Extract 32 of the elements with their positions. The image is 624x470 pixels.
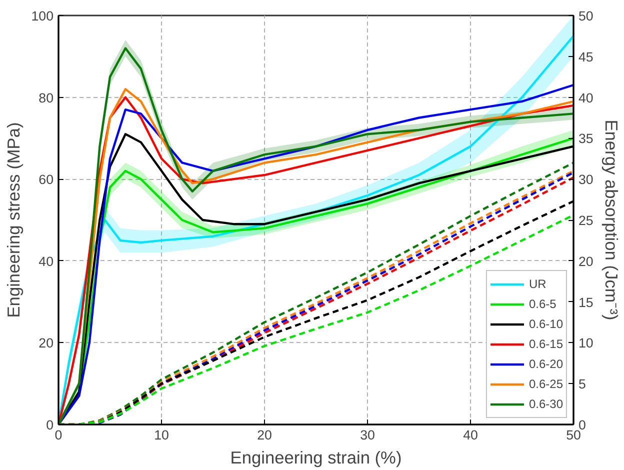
y-axis-title: Engineering stress (MPa) <box>3 122 24 318</box>
y2-tick-label: 35 <box>578 131 594 146</box>
y2-tick-label: 20 <box>578 254 594 269</box>
y2-tick-label: 40 <box>578 90 594 106</box>
y2-tick-label: 0 <box>578 418 586 432</box>
y2-tick-label: 45 <box>578 49 594 64</box>
y2-tick-label: 30 <box>578 172 594 188</box>
legend-label: 0.6-30 <box>528 397 563 411</box>
y-tick-label: 20 <box>38 336 54 351</box>
y2-tick-label: 10 <box>578 336 594 351</box>
x-axis-title: Engineering strain (%) <box>230 448 402 468</box>
x-tick-label: 20 <box>257 428 272 442</box>
y-tick-label: 80 <box>38 90 54 106</box>
legend-label: 0.6-20 <box>528 357 563 371</box>
x-tick-label: 10 <box>154 428 169 442</box>
legend-label: 0.6-10 <box>528 317 563 331</box>
y2-axis-title: Energy absorption (Jcm⁻³) <box>601 120 622 320</box>
y2-tick-label: 15 <box>578 294 594 310</box>
legend-label: UR <box>528 277 548 291</box>
legend-label: 0.6-25 <box>528 377 563 391</box>
legend-label: 0.6-5 <box>528 297 556 311</box>
legend-label: 0.6-15 <box>528 337 563 351</box>
x-tick-label: 30 <box>360 428 375 442</box>
y-tick-label: 0 <box>46 418 54 432</box>
y-tick-label: 40 <box>38 254 54 269</box>
y-tick-label: 100 <box>31 8 54 24</box>
y2-tick-label: 50 <box>578 8 594 24</box>
y2-tick-label: 25 <box>578 213 594 228</box>
y2-tick-label: 5 <box>578 376 586 392</box>
x-tick-label: 40 <box>463 428 478 442</box>
x-tick-label: 50 <box>566 428 581 442</box>
y-tick-label: 60 <box>38 172 54 188</box>
